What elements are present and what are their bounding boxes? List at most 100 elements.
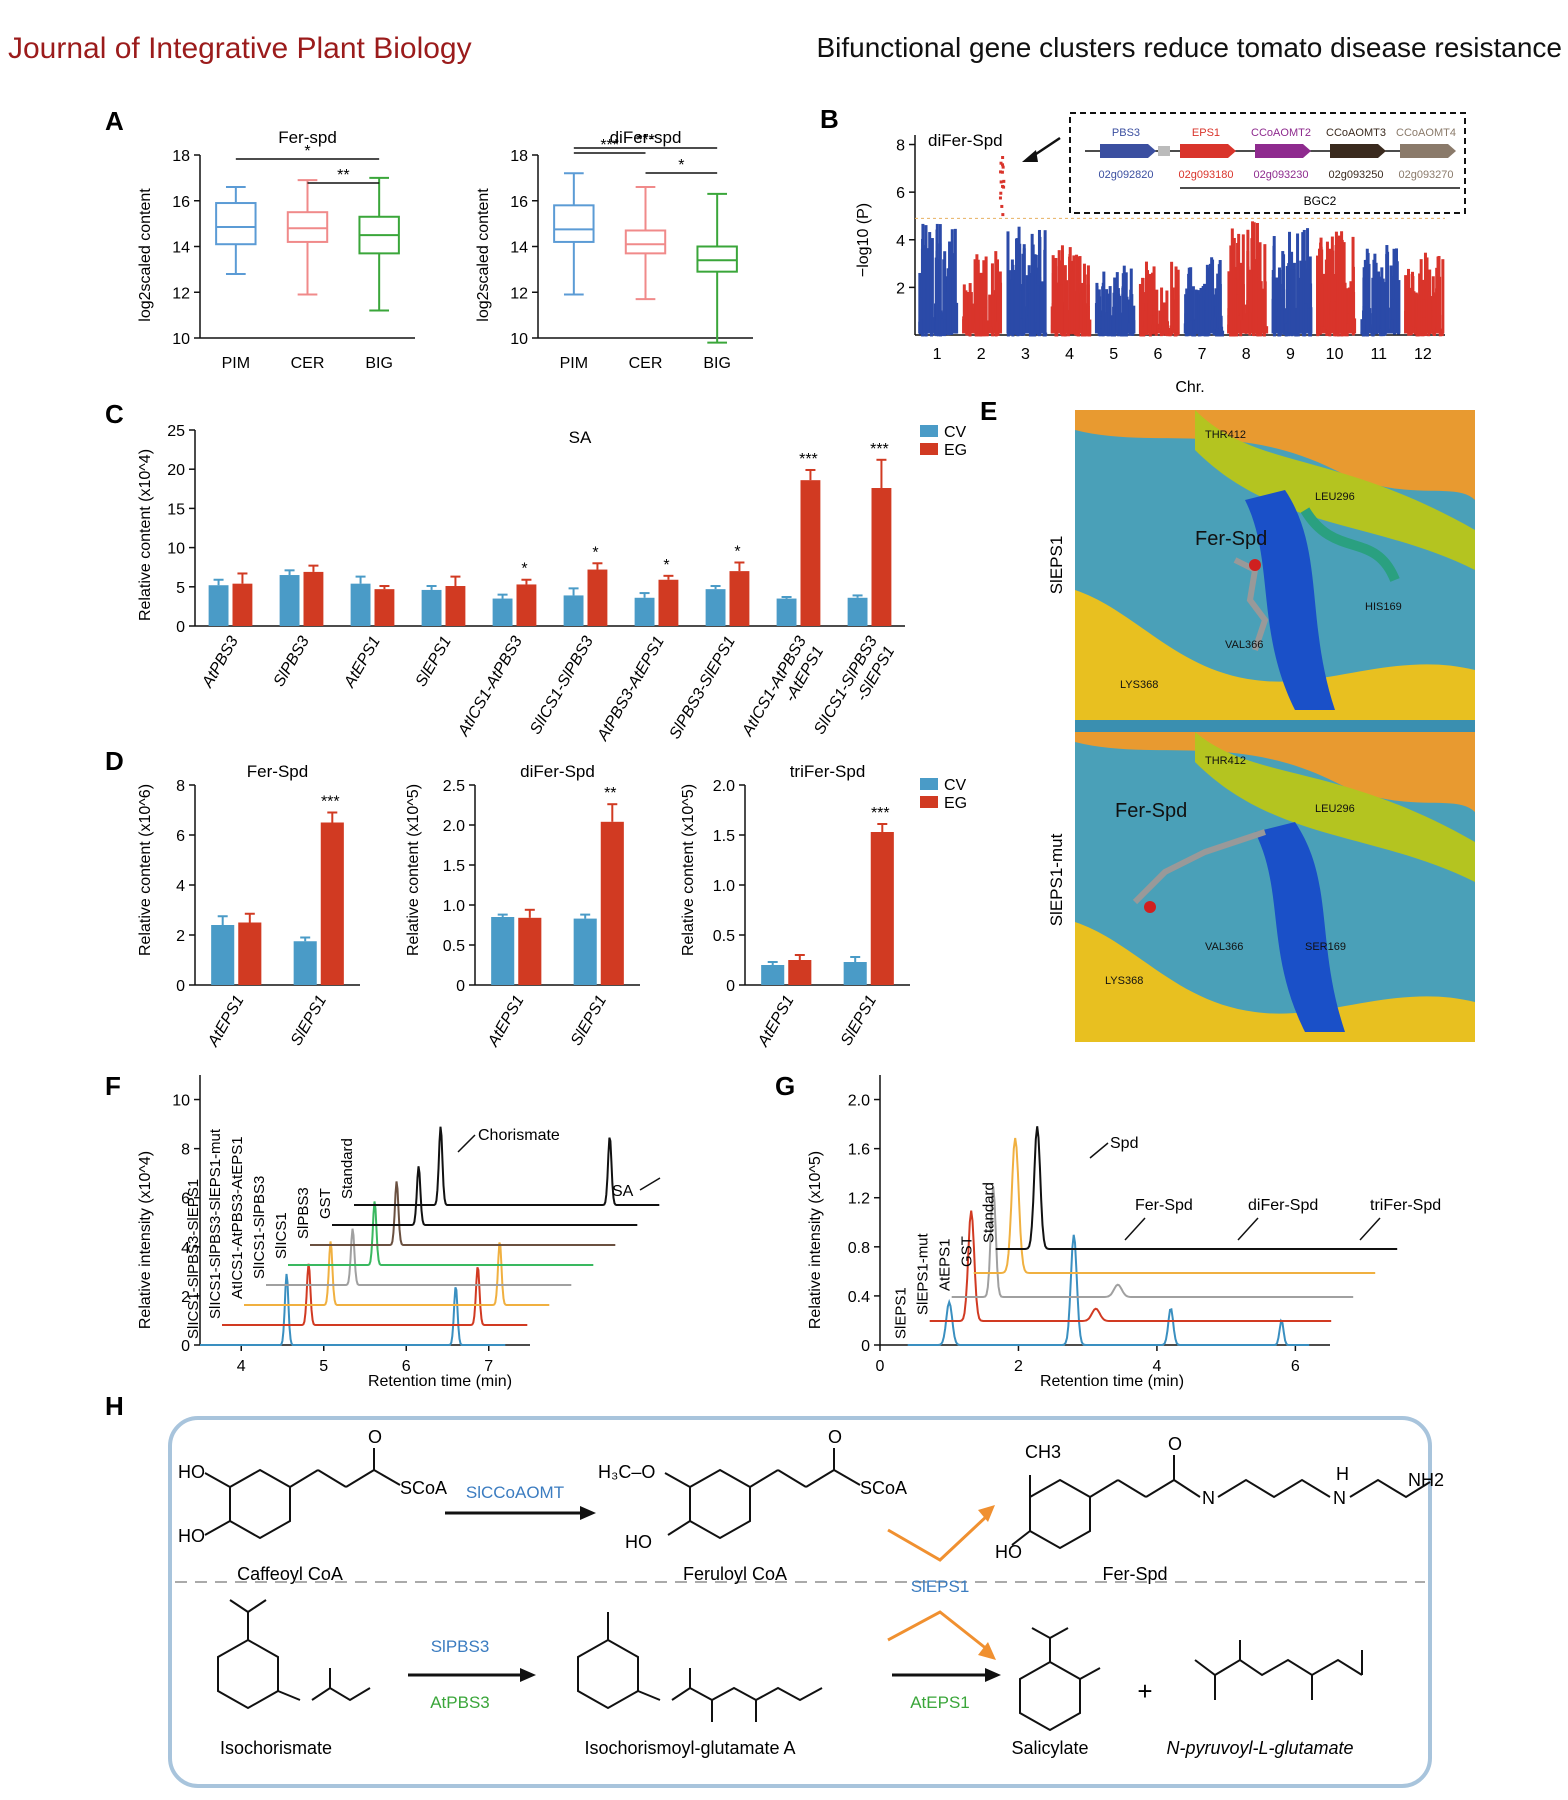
snp-column [1215, 328, 1219, 334]
chromatogram-trace [244, 1241, 550, 1306]
arrow-eps1-upper [887, 1513, 990, 1562]
x-tick-label: 4 [237, 1358, 246, 1375]
snp-column [1124, 333, 1128, 337]
arrowhead-ccoaomt [580, 1506, 596, 1520]
snp-column [1086, 306, 1090, 334]
snp-column [1390, 319, 1394, 334]
snp-column [1198, 333, 1202, 337]
snp-column [1043, 333, 1047, 337]
snp-column [1342, 333, 1346, 337]
peak-snp [998, 196, 1002, 200]
docking-image-mutant: Fer-Spd THR412 LEU296 VAL366 SER169 LYS3… [1075, 732, 1475, 1042]
snp-column [1241, 234, 1245, 334]
snp-column [1233, 278, 1237, 334]
snp-column [1220, 333, 1224, 337]
snp-column [1205, 264, 1209, 334]
snp-column [943, 331, 947, 335]
snp-column [1407, 268, 1411, 334]
chromosome-points [1183, 257, 1225, 337]
snp-column [975, 303, 979, 334]
snp-column [1154, 332, 1158, 336]
snp-column [965, 319, 969, 334]
snp-column [1108, 333, 1112, 337]
e-bot-res5: LYS368 [1105, 975, 1143, 987]
snp-column [1240, 319, 1244, 334]
snp-column [1371, 313, 1375, 334]
snp-column [1022, 332, 1026, 336]
snp-column [938, 224, 942, 334]
journal-name: Journal of Integrative Plant Biology [8, 32, 472, 65]
snp-column [964, 290, 968, 334]
snp-column [1143, 310, 1147, 334]
significance-mark: * [521, 561, 527, 578]
snp-column [1336, 333, 1340, 337]
y-tick-label: 25 [167, 423, 185, 440]
snp-column [1292, 332, 1296, 336]
snp-column [1160, 287, 1164, 334]
snp-column [1257, 274, 1261, 334]
y-tick-label: 0 [726, 978, 735, 995]
bar-cv [634, 597, 655, 626]
y-tick-label: 0.5 [713, 928, 735, 945]
snp-column [1409, 326, 1413, 334]
snp-column [1016, 242, 1020, 334]
snp-column [1132, 305, 1136, 334]
snp-column [1208, 263, 1212, 334]
docking-image-wildtype: Fer-Spd THR412 LEU296 HIS169 VAL366 LYS3… [1075, 410, 1475, 720]
snp-column [1440, 333, 1444, 337]
snp-column [1330, 272, 1334, 334]
bar-eg [518, 917, 542, 985]
bar-cv [279, 575, 300, 626]
snp-column [1417, 294, 1421, 334]
y-tick-label: 8 [896, 138, 905, 155]
significance-mark: * [663, 557, 669, 574]
peak-snp [999, 161, 1003, 165]
chromatogram-trace [907, 1234, 1310, 1346]
chromosome-points [1360, 245, 1401, 337]
snp-column [1187, 273, 1191, 334]
e-bot-res1: THR412 [1205, 755, 1246, 767]
snp-column [1174, 333, 1178, 337]
snp-column [984, 332, 988, 336]
trace-label: SlEPS1 [893, 1287, 910, 1339]
snp-column [1068, 256, 1072, 334]
legend-swatch-cv [920, 425, 938, 437]
peak-snp [1001, 165, 1005, 169]
snp-column [1189, 267, 1193, 334]
snp-column [1121, 333, 1125, 337]
panel-label-b: B [820, 104, 839, 134]
snp-column [1159, 333, 1163, 337]
peak-snp [1000, 204, 1004, 208]
snp-column [1106, 333, 1110, 337]
snp-column [1159, 329, 1163, 334]
bar-eg [658, 579, 679, 626]
cluster-box [1069, 112, 1466, 214]
chromosome-label: 8 [1242, 346, 1251, 363]
snp-column [1405, 303, 1409, 334]
b-ylabel: −log10 (P) [855, 203, 872, 277]
snp-column [1060, 332, 1064, 336]
snp-column [1170, 261, 1174, 334]
snp-column [1421, 333, 1425, 337]
snp-column [1278, 333, 1282, 337]
snp-column [1284, 333, 1288, 337]
bar-eg [232, 583, 253, 626]
snp-column [1121, 287, 1125, 334]
snp-column [1386, 251, 1390, 334]
snp-column [935, 223, 939, 334]
snp-column [1306, 228, 1310, 334]
gene-name: CCoAOMT3 [1326, 127, 1386, 139]
snp-column [1294, 333, 1298, 337]
snp-column [1237, 315, 1241, 334]
panel-label-a: A [105, 106, 124, 136]
y-tick-label: 0 [176, 978, 185, 995]
group-label: PIM [560, 355, 588, 372]
bar-cv [776, 598, 797, 626]
e-top-ligand: Fer-Spd [1195, 528, 1267, 550]
bar-eg [788, 960, 812, 985]
snp-column [919, 297, 923, 334]
pyruvoyl-label: N-pyruvoyl-L-glutamate [1166, 1738, 1353, 1758]
snp-column [925, 289, 929, 334]
a2-ylabel: log2scaled content [475, 188, 492, 322]
snp-column [1231, 241, 1235, 334]
